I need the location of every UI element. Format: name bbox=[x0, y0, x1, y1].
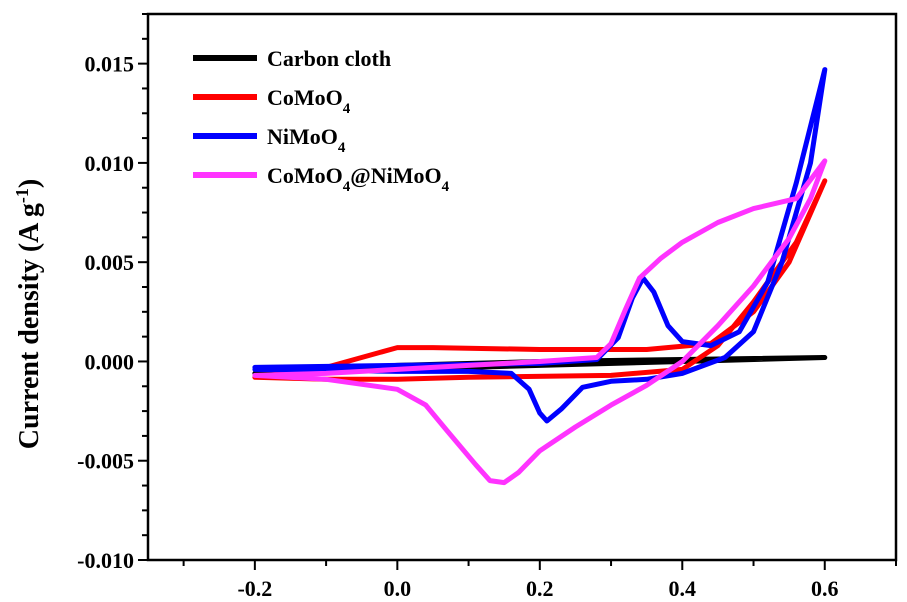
x-tick-label: 0.4 bbox=[669, 576, 697, 601]
x-tick-label: -0.2 bbox=[237, 576, 272, 601]
series-line-4 bbox=[252, 158, 828, 486]
x-tick-label: 0.0 bbox=[384, 576, 412, 601]
legend-label: Carbon cloth bbox=[267, 46, 391, 71]
legend-label: CoMoO4@NiMoO4 bbox=[267, 163, 450, 195]
y-axis-title-main: Current density (A g bbox=[14, 203, 45, 449]
y-tick-label: -0.010 bbox=[77, 548, 134, 573]
series-line-2 bbox=[252, 178, 828, 382]
y-tick-label: 0.005 bbox=[85, 250, 135, 275]
legend-label: CoMoO4 bbox=[267, 85, 351, 117]
y-axis-title: Current density (A g-1) bbox=[12, 179, 45, 449]
y-tick-label: 0.010 bbox=[85, 151, 135, 176]
x-tick-label: 0.6 bbox=[811, 576, 839, 601]
legend: Carbon cloth CoMoO4 NiMoO4 CoMoO4@NiMoO4 bbox=[193, 46, 450, 195]
series-layer bbox=[252, 67, 828, 486]
y-axis: -0.010 -0.005 0.000 0.005 0.010 0.015 bbox=[77, 13, 148, 573]
y-tick-label: -0.005 bbox=[77, 449, 134, 474]
y-tick-label: 0.015 bbox=[85, 52, 135, 77]
y-axis-title-sup: -1 bbox=[12, 188, 32, 203]
y-tick-label: 0.000 bbox=[85, 349, 135, 374]
legend-label: NiMoO4 bbox=[267, 124, 346, 156]
plot-frame bbox=[146, 12, 898, 562]
series-line-3 bbox=[252, 67, 828, 424]
x-tick-label: 0.2 bbox=[526, 576, 554, 601]
x-axis: -0.2 0.0 0.2 0.4 0.6 bbox=[182, 560, 897, 601]
y-axis-title-close: ) bbox=[14, 179, 45, 188]
